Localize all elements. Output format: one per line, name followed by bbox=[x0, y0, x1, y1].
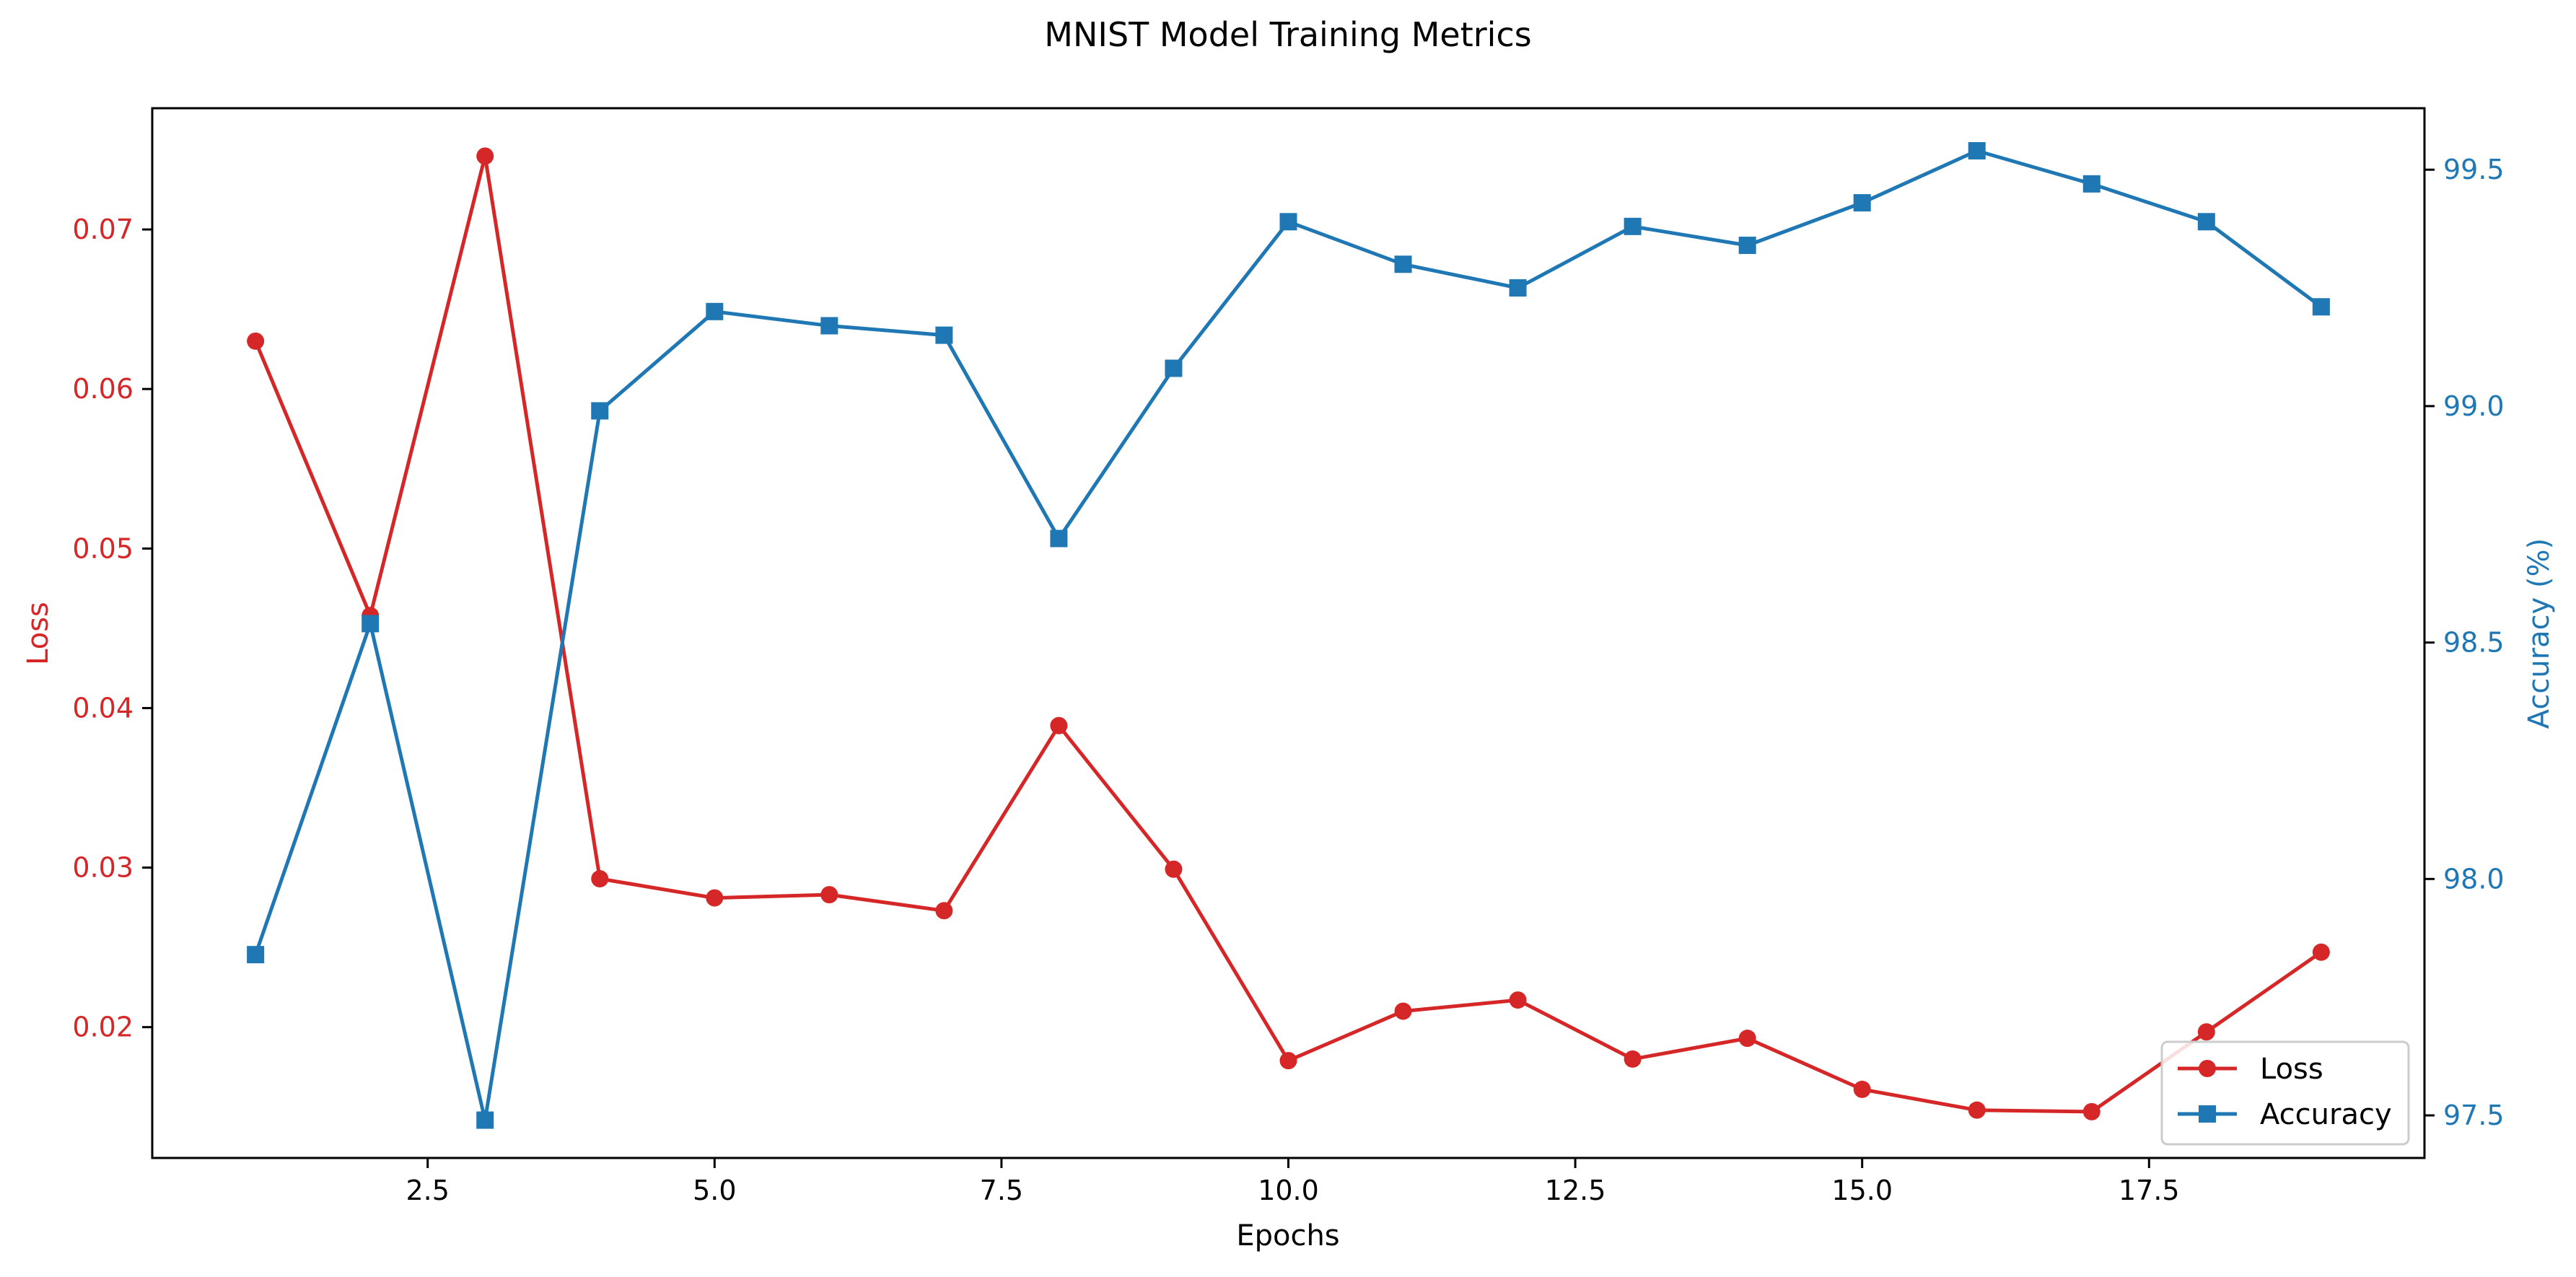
left-tick-label: 0.05 bbox=[72, 532, 133, 564]
accuracy-point bbox=[820, 317, 838, 335]
right-tick-label: 98.0 bbox=[2443, 863, 2505, 895]
accuracy-point bbox=[1509, 279, 1527, 297]
left-tick-label: 0.07 bbox=[72, 214, 133, 245]
accuracy-point bbox=[247, 946, 265, 964]
accuracy-point bbox=[1853, 194, 1871, 212]
accuracy-point bbox=[1968, 141, 1986, 159]
x-tick-label: 12.5 bbox=[1545, 1175, 1606, 1206]
right-axis-label: Accuracy (%) bbox=[2523, 538, 2556, 729]
loss-point bbox=[706, 889, 724, 907]
left-tick-label: 0.03 bbox=[72, 852, 133, 884]
loss-point bbox=[1050, 716, 1068, 734]
right-tick-label: 99.5 bbox=[2443, 154, 2505, 185]
accuracy-point bbox=[591, 402, 609, 420]
accuracy-point bbox=[2197, 213, 2215, 231]
accuracy-point bbox=[362, 615, 380, 633]
x-tick-label: 15.0 bbox=[1831, 1175, 1893, 1206]
legend-accuracy-marker bbox=[2199, 1105, 2216, 1123]
accuracy-point bbox=[1050, 530, 1068, 548]
loss-point bbox=[247, 332, 265, 350]
legend-accuracy-label: Accuracy bbox=[2260, 1098, 2392, 1131]
right-axis-ticks: 97.5 98.0 98.5 99.0 99.5 bbox=[2424, 154, 2505, 1131]
accuracy-point bbox=[1165, 359, 1183, 377]
accuracy-point bbox=[2082, 175, 2100, 193]
loss-point bbox=[1394, 1002, 1412, 1020]
x-tick-label: 17.5 bbox=[2119, 1175, 2180, 1206]
loss-point bbox=[820, 886, 838, 904]
accuracy-point bbox=[2312, 298, 2330, 316]
loss-point bbox=[2197, 1023, 2215, 1041]
legend: Loss Accuracy bbox=[2160, 1040, 2410, 1146]
x-axis-label: Epochs bbox=[1236, 1219, 1339, 1252]
right-tick-label: 97.5 bbox=[2443, 1100, 2505, 1131]
left-tick-label: 0.06 bbox=[72, 373, 133, 405]
accuracy-point bbox=[476, 1111, 494, 1129]
loss-point bbox=[476, 147, 494, 165]
legend-loss-label: Loss bbox=[2260, 1053, 2323, 1086]
left-tick-label: 0.04 bbox=[72, 692, 133, 724]
loss-point bbox=[1509, 991, 1527, 1009]
chart-title: MNIST Model Training Metrics bbox=[1044, 15, 1531, 54]
x-tick-label: 7.5 bbox=[980, 1175, 1023, 1206]
accuracy-point bbox=[706, 302, 724, 320]
plot-markers bbox=[247, 141, 2330, 1129]
left-axis-ticks: 0.02 0.03 0.04 0.05 0.06 0.07 bbox=[72, 214, 152, 1043]
accuracy-point bbox=[935, 326, 953, 344]
loss-point bbox=[1165, 860, 1183, 878]
loss-point bbox=[2082, 1102, 2100, 1120]
left-tick-label: 0.02 bbox=[72, 1011, 133, 1043]
x-tick-label: 10.0 bbox=[1258, 1175, 1319, 1206]
loss-point bbox=[1968, 1101, 1986, 1119]
accuracy-point bbox=[1394, 255, 1412, 273]
right-tick-label: 98.5 bbox=[2443, 627, 2505, 659]
loss-point bbox=[1738, 1030, 1756, 1048]
left-axis-label: Loss bbox=[22, 602, 55, 665]
plot-frame bbox=[151, 107, 2426, 1159]
accuracy-point bbox=[1624, 217, 1642, 235]
accuracy-point bbox=[1738, 237, 1756, 255]
loss-point bbox=[935, 902, 953, 920]
loss-point bbox=[1624, 1050, 1642, 1068]
right-tick-label: 99.0 bbox=[2443, 390, 2505, 422]
loss-point bbox=[1279, 1052, 1297, 1070]
loss-point bbox=[1853, 1080, 1871, 1098]
x-axis-ticks: 2.5 5.0 7.5 10.0 12.5 15.0 17.5 bbox=[406, 1158, 2180, 1206]
x-tick-label: 2.5 bbox=[406, 1175, 449, 1206]
legend-loss-marker bbox=[2199, 1060, 2216, 1077]
loss-point bbox=[591, 870, 609, 888]
x-tick-label: 5.0 bbox=[693, 1175, 736, 1206]
loss-point bbox=[2312, 943, 2330, 961]
accuracy-point bbox=[1279, 213, 1297, 231]
